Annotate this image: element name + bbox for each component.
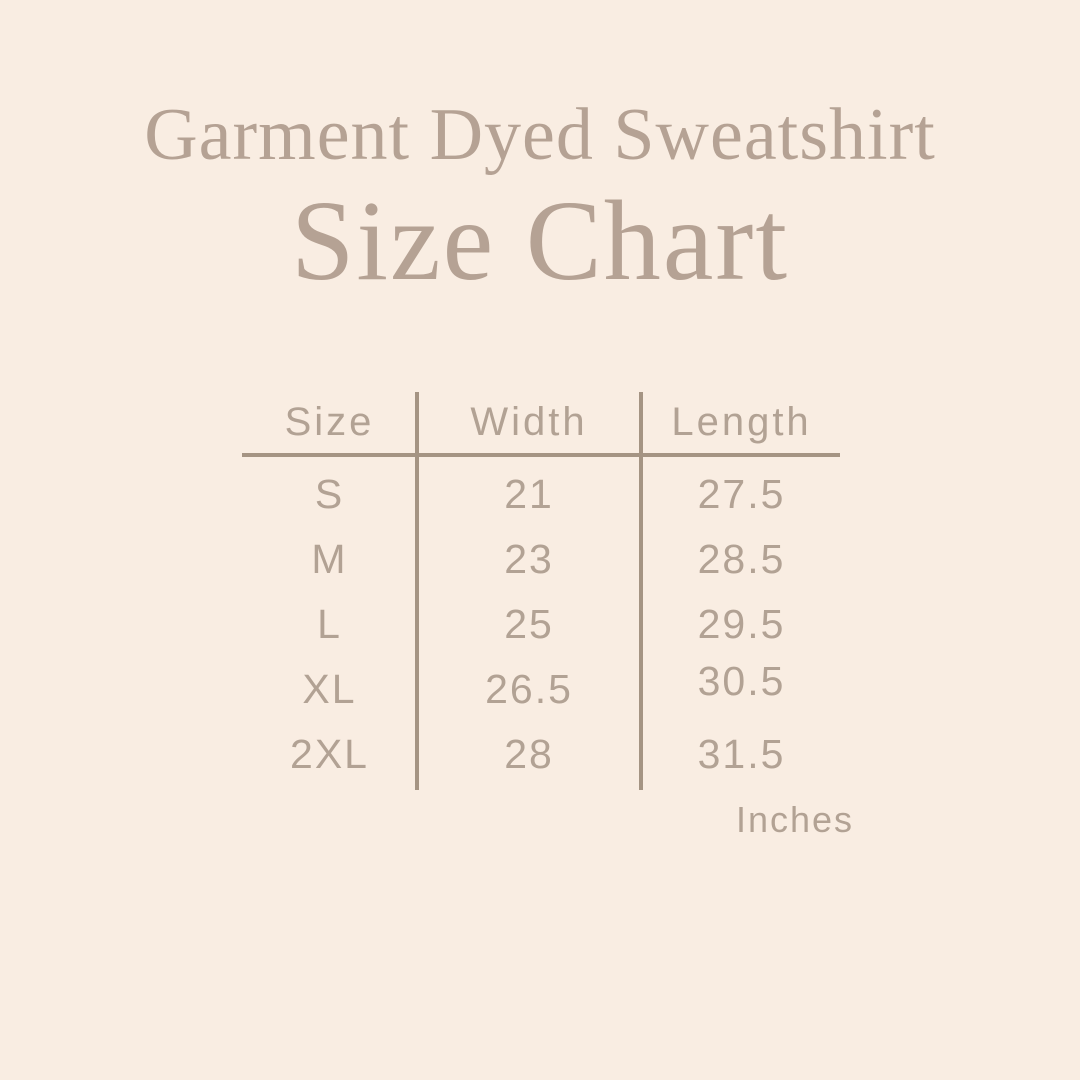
column-header-width: Width: [470, 400, 588, 444]
table-row: S 21 27.5: [242, 462, 842, 527]
width-cell: 23: [504, 536, 554, 582]
size-cell: XL: [302, 666, 357, 712]
table-body: S 21 27.5 M 23 28.5 L 25 29.5 XL 26.5 30…: [242, 453, 842, 787]
length-cell: 30.5: [697, 658, 786, 704]
header-divider-line: [242, 453, 840, 457]
width-cell: 26.5: [485, 666, 573, 712]
table-row: 2XL 28 31.5: [242, 722, 842, 787]
size-cell: L: [317, 601, 342, 647]
width-cell: 28: [504, 731, 554, 777]
length-cell: 29.5: [697, 601, 786, 647]
column-divider-line-1: [415, 392, 419, 790]
length-cell: 27.5: [697, 471, 786, 517]
table-row: L 25 29.5: [242, 592, 842, 657]
width-cell: 21: [504, 471, 554, 517]
product-name-title: Garment Dyed Sweatshirt: [144, 94, 936, 176]
width-cell: 25: [504, 601, 554, 647]
unit-label: Inches: [735, 799, 855, 840]
column-divider-line-2: [639, 392, 643, 790]
size-cell: S: [314, 471, 345, 517]
length-cell: 28.5: [697, 536, 786, 582]
length-cell: 31.5: [697, 731, 786, 777]
size-table: Size Width Length S 21 27.5 M 23 28.5 L …: [242, 392, 842, 790]
table-row: M 23 28.5: [242, 527, 842, 592]
column-header-size: Size: [284, 400, 375, 444]
table-header-row: Size Width Length: [242, 392, 842, 453]
size-cell: M: [311, 536, 348, 582]
table-row: XL 26.5 30.5: [242, 657, 842, 722]
size-chart-title: Size Chart: [290, 177, 790, 304]
size-cell: 2XL: [290, 731, 369, 777]
column-header-length: Length: [671, 400, 812, 444]
